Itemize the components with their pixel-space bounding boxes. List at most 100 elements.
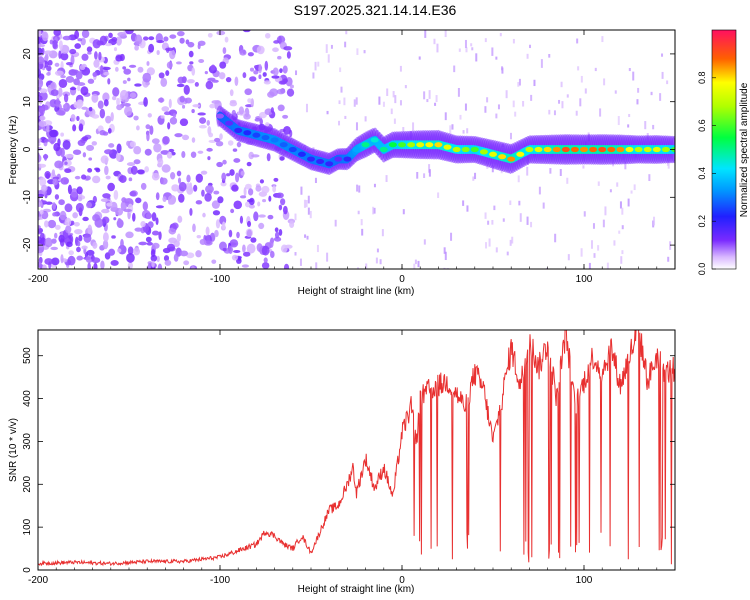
noise-speck (192, 223, 196, 233)
noise-speck (74, 175, 81, 180)
ridge-peak (398, 142, 406, 148)
noise-speck (78, 123, 84, 132)
noise-speck (270, 107, 274, 114)
noise-speck (133, 159, 141, 165)
noise-streak (495, 56, 498, 60)
noise-streak (486, 97, 489, 103)
noise-speck (277, 104, 285, 112)
noise-speck (157, 97, 165, 103)
noise-speck (165, 47, 174, 51)
noise-speck (247, 98, 252, 103)
noise-streak (636, 99, 639, 105)
noise-streak (394, 95, 397, 104)
noise-streak (330, 44, 333, 49)
noise-speck (163, 36, 169, 42)
noise-streak (633, 184, 636, 191)
noise-speck (102, 66, 111, 71)
noise-speck (233, 158, 241, 163)
noise-speck (91, 141, 98, 146)
noise-streak (358, 185, 361, 193)
noise-streak (418, 56, 421, 60)
noise-streak (493, 205, 496, 211)
noise-speck (122, 66, 127, 70)
noise-speck (67, 184, 72, 195)
noise-speck (60, 177, 70, 185)
noise-speck (216, 30, 226, 36)
noise-speck (87, 262, 91, 269)
noise-speck (214, 229, 219, 238)
noise-speck (258, 111, 267, 119)
ridge-peak (661, 146, 670, 153)
noise-streak (560, 81, 563, 88)
noise-speck (46, 72, 51, 76)
noise-speck (39, 209, 44, 215)
noise-speck (195, 200, 203, 205)
noise-speck (95, 168, 101, 173)
noise-streak (373, 183, 376, 188)
noise-speck (97, 100, 104, 109)
noise-streak (659, 93, 662, 101)
noise-speck (123, 103, 131, 107)
noise-speck (247, 188, 254, 196)
noise-streak (417, 260, 420, 268)
noise-streak (583, 211, 586, 217)
noise-streak (533, 79, 536, 87)
noise-speck (177, 215, 183, 223)
noise-speck (76, 82, 86, 86)
noise-speck (99, 35, 108, 46)
noise-speck (262, 198, 267, 203)
noise-speck (172, 113, 177, 118)
noise-speck (194, 81, 199, 87)
noise-speck (87, 51, 92, 55)
noise-streak (453, 65, 456, 73)
noise-speck (41, 264, 47, 269)
noise-speck (219, 133, 223, 140)
noise-speck (52, 202, 56, 210)
noise-streak (546, 267, 549, 269)
noise-speck (140, 182, 147, 190)
noise-streak (526, 166, 529, 176)
noise-speck (256, 243, 263, 252)
noise-speck (100, 155, 109, 164)
noise-streak (317, 61, 320, 67)
noise-streak (495, 247, 498, 253)
noise-speck (76, 255, 84, 261)
ridge-peak (589, 146, 598, 153)
noise-speck (211, 79, 219, 83)
noise-speck (229, 89, 234, 97)
noise-speck (111, 235, 116, 239)
noise-speck (66, 241, 73, 248)
noise-speck (115, 36, 122, 46)
noise-speck (41, 31, 49, 42)
noise-streak (314, 61, 317, 71)
noise-speck (196, 234, 202, 239)
noise-streak (344, 115, 347, 119)
noise-speck (105, 115, 112, 124)
noise-speck (268, 195, 272, 202)
noise-speck (121, 197, 127, 203)
noise-streak (326, 252, 329, 262)
noise-speck (116, 143, 122, 154)
noise-streak (628, 68, 631, 72)
noise-streak (338, 120, 341, 126)
noise-speck (272, 185, 277, 193)
noise-streak (628, 113, 631, 118)
noise-speck (206, 119, 210, 126)
noise-speck (135, 197, 142, 204)
noise-speck (142, 72, 152, 83)
ridge-peak (216, 113, 224, 119)
noise-streak (326, 110, 329, 115)
noise-speck (232, 148, 238, 152)
noise-speck (54, 70, 64, 76)
noise-speck (171, 222, 179, 230)
noise-speck (106, 202, 113, 207)
ridge-peak (643, 146, 652, 153)
noise-streak (364, 116, 367, 122)
noise-streak (437, 192, 440, 198)
noise-speck (249, 76, 257, 82)
noise-streak (470, 43, 473, 47)
noise-speck (113, 217, 117, 221)
noise-speck (127, 262, 133, 269)
noise-speck (38, 95, 43, 102)
noise-speck (152, 242, 160, 249)
